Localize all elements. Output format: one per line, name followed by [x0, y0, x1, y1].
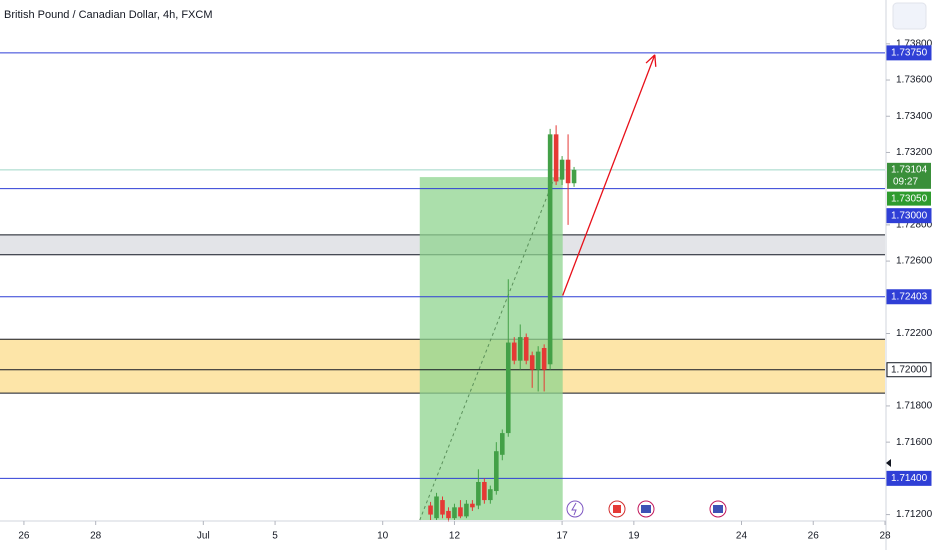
x-tick-label: 28: [90, 531, 102, 542]
price-tag: [887, 162, 931, 189]
x-tick-label: 10: [377, 531, 389, 542]
x-tick-label: 24: [736, 531, 748, 542]
x-tick-label: 26: [808, 531, 820, 542]
y-tick-label: 1.73400: [896, 111, 932, 122]
y-tick-label: 1.72200: [896, 328, 932, 339]
trend-arrow: [562, 54, 656, 296]
price-tag-label: 1.73750: [891, 48, 928, 59]
x-tick-label: 19: [628, 531, 640, 542]
price-tag: [886, 45, 932, 61]
x-tick-label: 17: [557, 531, 569, 542]
candle-body: [547, 134, 553, 365]
candle-body: [565, 159, 571, 184]
y-tick-label: 1.71200: [896, 509, 932, 520]
candle-body: [440, 500, 445, 515]
x-tick-label: 12: [449, 531, 461, 542]
price-tag-countdown: 09:27: [893, 176, 918, 187]
chart-title: British Pound / Canadian Dollar, 4h, FXC…: [4, 9, 213, 21]
price-tag: [887, 191, 931, 206]
event-icons: [566, 500, 727, 518]
arrow-head: [654, 54, 657, 67]
y-tick-label: 1.73600: [896, 75, 932, 86]
candle-body: [464, 503, 469, 517]
position-box: [419, 177, 563, 521]
price-tag-label: 1.72403: [891, 291, 928, 302]
candle-body: [470, 503, 475, 508]
event-icon-glyph: [571, 502, 577, 516]
candle-body: [458, 507, 463, 517]
candle-body: [553, 134, 559, 182]
event-icon-glyph: [713, 505, 723, 513]
event-icon-glyph: [641, 505, 651, 513]
candle-body: [571, 169, 577, 184]
overlay: [562, 54, 657, 296]
x-tick-label: 5: [272, 531, 278, 542]
x-tick-label: Jul: [197, 531, 210, 542]
price-tag-label: 1.73050: [891, 193, 928, 204]
x-tick-label: 28: [879, 531, 891, 542]
y-tick-label: 1.71800: [896, 401, 932, 412]
arrow-head: [645, 54, 656, 64]
candle-body: [428, 505, 433, 515]
candle-body: [494, 451, 499, 492]
event-icon[interactable]: [566, 500, 584, 518]
y-tick-label: 1.73800: [896, 38, 932, 49]
price-tag: [886, 289, 932, 305]
candle-body: [559, 159, 565, 180]
candle-body: [476, 481, 481, 506]
y-tick-label: 1.72600: [896, 256, 932, 267]
event-icon-glyph: [613, 505, 621, 513]
candle-body: [446, 510, 451, 519]
y-tick-label: 1.72800: [896, 220, 932, 231]
axis-marker: [886, 459, 891, 467]
candle-body: [434, 496, 439, 519]
price-tag: [886, 208, 932, 224]
candle-body: [517, 337, 523, 361]
candle-body: [505, 342, 511, 434]
candle-body: [499, 433, 505, 455]
position-box: [419, 176, 563, 521]
candle-body: [452, 507, 457, 519]
price-tag-label: 1.71400: [891, 473, 928, 484]
candle-body: [482, 481, 487, 501]
candle-body: [541, 347, 547, 370]
price-tag-label: 1.72000: [891, 364, 928, 375]
candle-body: [523, 337, 529, 361]
price-tag: [886, 470, 932, 486]
candle-body: [535, 351, 541, 370]
candle-body: [511, 342, 517, 361]
candle-body: [529, 355, 535, 370]
y-tick-label: 1.71600: [896, 437, 932, 448]
price-tag-label: 1.73104: [891, 164, 928, 175]
candle-body: [488, 489, 493, 501]
price-tag-label: 1.73000: [891, 210, 928, 221]
x-tick-label: 26: [18, 531, 30, 542]
position-path: [419, 176, 556, 521]
levels: [0, 52, 885, 479]
price-tag: [886, 362, 932, 378]
candles: [428, 125, 577, 522]
y-tick-label: 1.73200: [896, 147, 932, 158]
toolbar-button[interactable]: [892, 2, 927, 30]
